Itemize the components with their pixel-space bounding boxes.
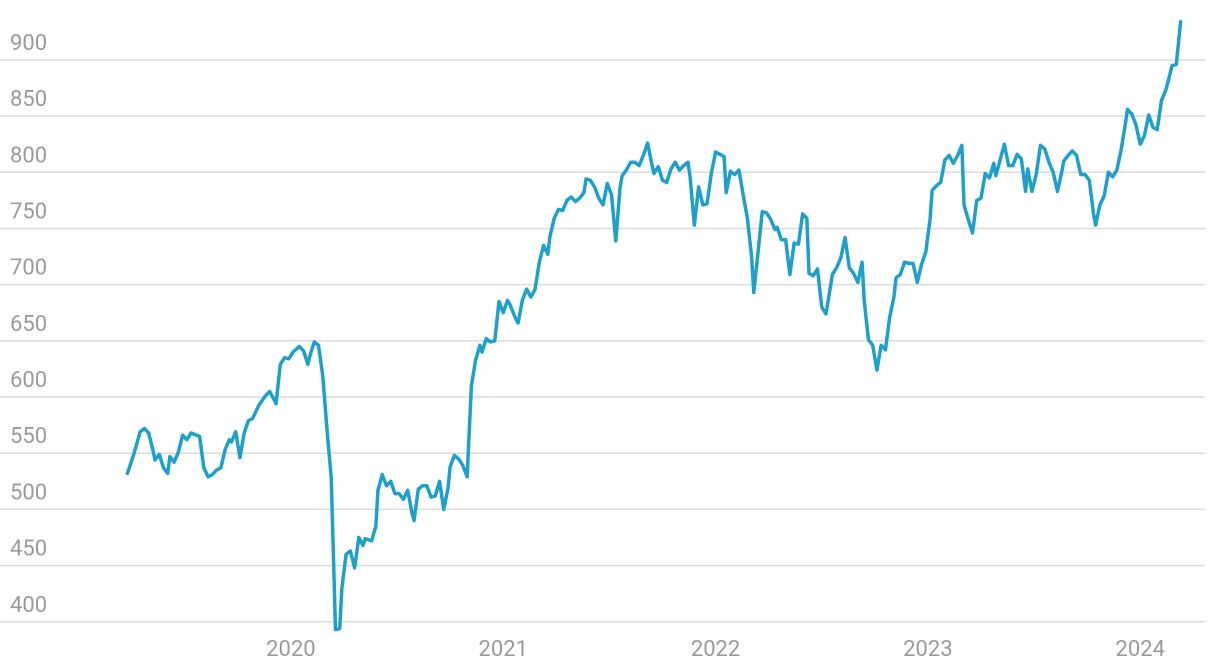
- y-tick-label: 800: [10, 143, 47, 168]
- y-tick-label: 550: [10, 424, 47, 449]
- y-tick-label: 750: [10, 199, 47, 224]
- y-tick-label: 850: [10, 87, 47, 112]
- y-tick-label: 900: [10, 31, 47, 56]
- x-tick-label: 2021: [478, 637, 527, 662]
- x-tick-label: 2022: [691, 637, 740, 662]
- x-tick-label: 2023: [903, 637, 952, 662]
- y-tick-label: 500: [10, 480, 47, 505]
- data-line: [125, 19, 1183, 632]
- y-tick-label: 650: [10, 312, 47, 337]
- y-tick-label: 450: [10, 537, 47, 562]
- x-tick-label: 2024: [1116, 637, 1165, 662]
- y-tick-label: 400: [10, 593, 47, 618]
- x-tick-label: 2020: [266, 637, 315, 662]
- y-tick-label: 600: [10, 368, 47, 393]
- y-tick-label: 700: [10, 256, 47, 281]
